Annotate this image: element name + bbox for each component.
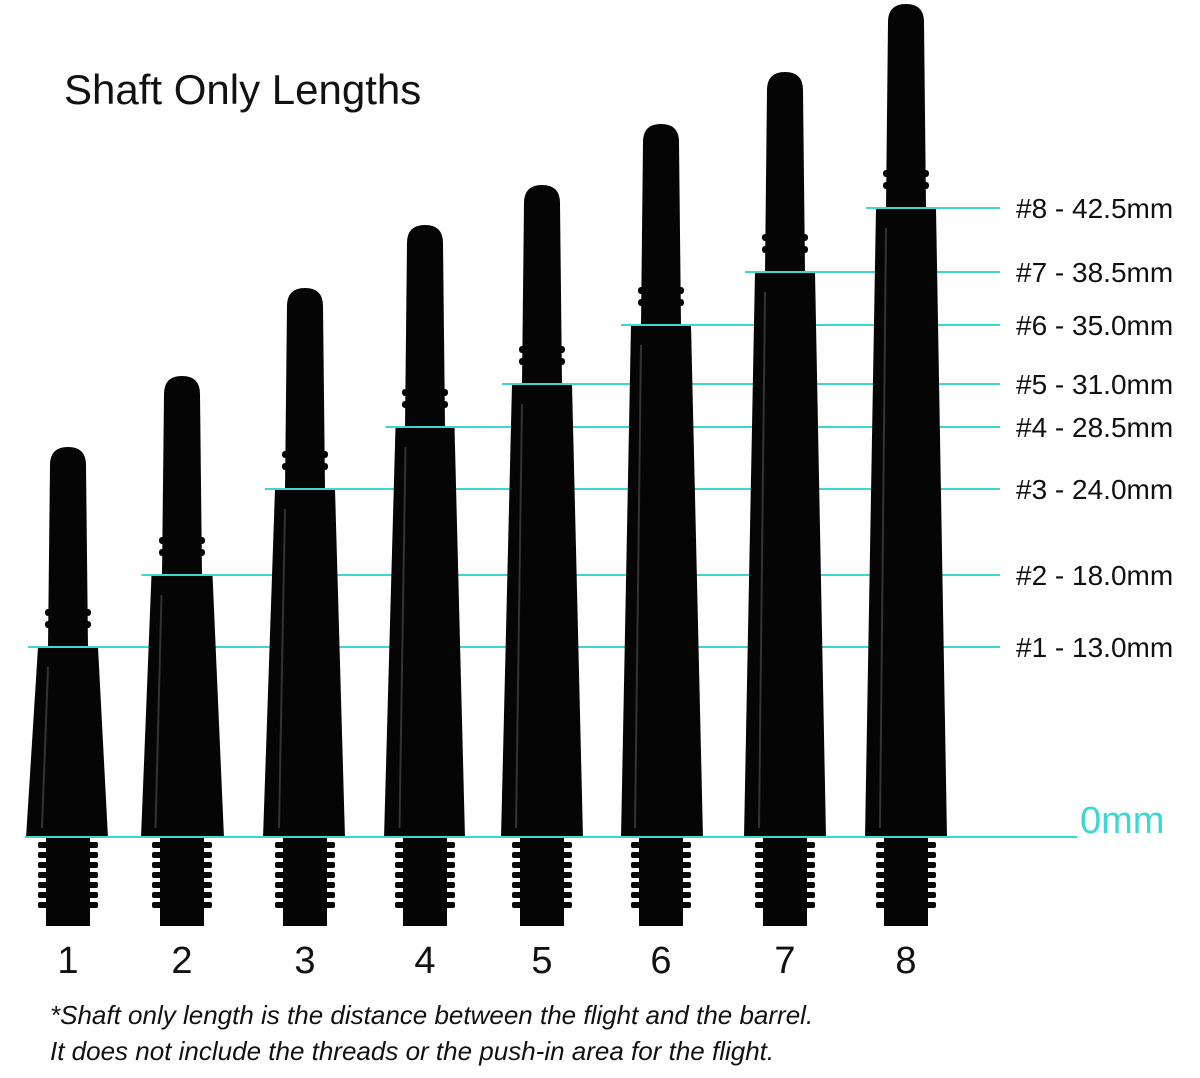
shaft-body xyxy=(865,208,947,838)
shaft-highlight xyxy=(634,344,642,829)
shaft-thread-core xyxy=(46,838,90,926)
shaft-number-label: 5 xyxy=(531,940,552,982)
shaft-ring xyxy=(883,182,929,189)
shaft-thread-core xyxy=(520,838,564,926)
shaft-number-label: 1 xyxy=(57,940,78,982)
shaft-highlight xyxy=(41,666,49,829)
shaft-number-label: 3 xyxy=(294,940,315,982)
shaft-ring xyxy=(762,234,808,241)
shaft-length-label: #2 - 18.0mm xyxy=(1016,560,1173,591)
shaft-ring xyxy=(883,170,929,177)
zero-label: 0mm xyxy=(1080,800,1164,842)
footnote-line-1: *Shaft only length is the distance betwe… xyxy=(50,1000,814,1030)
shaft-ring xyxy=(519,358,565,365)
shaft-number-label: 4 xyxy=(414,940,435,982)
shaft-thread-core xyxy=(283,838,327,926)
footnote-line-2: It does not include the threads or the p… xyxy=(50,1036,775,1066)
shaft-highlight xyxy=(398,446,407,829)
shaft-highlight xyxy=(879,227,887,829)
shaft-ring xyxy=(519,346,565,353)
shaft-body xyxy=(384,427,465,838)
shaft-highlight xyxy=(278,508,286,829)
shaft-thread-core xyxy=(160,838,204,926)
shaft-stem xyxy=(641,124,681,325)
shaft-ring xyxy=(638,299,684,306)
shaft-ring xyxy=(402,401,448,408)
shaft-stem xyxy=(162,376,202,575)
shaft-body xyxy=(501,384,583,838)
shaft-stem xyxy=(48,447,88,647)
shaft-ring xyxy=(282,451,328,458)
shaft-length-label: #6 - 35.0mm xyxy=(1016,310,1173,341)
shaft-stem xyxy=(765,72,805,272)
shaft-number-label: 7 xyxy=(774,940,795,982)
shaft-number-label: 6 xyxy=(650,940,671,982)
shaft-stem xyxy=(522,185,562,384)
shaft-length-label: #4 - 28.5mm xyxy=(1016,412,1173,443)
shaft-thread-core xyxy=(884,838,928,926)
shaft-highlight xyxy=(154,594,163,829)
shaft-ring xyxy=(282,463,328,470)
shaft-length-label: #3 - 24.0mm xyxy=(1016,474,1173,505)
shaft-ring xyxy=(45,609,91,616)
shaft-thread-core xyxy=(403,838,447,926)
shaft-thread-core xyxy=(639,838,683,926)
shaft-ring xyxy=(45,621,91,628)
shaft-number-label: 8 xyxy=(895,940,916,982)
shaft-length-label: #1 - 13.0mm xyxy=(1016,632,1173,663)
diagram-title: Shaft Only Lengths xyxy=(64,66,422,113)
shaft-stem xyxy=(886,4,926,208)
shaft-body xyxy=(26,647,108,838)
shaft-body xyxy=(621,325,703,838)
shaft-ring xyxy=(402,389,448,396)
shaft-ring xyxy=(159,537,205,544)
shaft-body xyxy=(263,489,345,838)
shaft-length-label: #8 - 42.5mm xyxy=(1016,193,1173,224)
shaft-stem xyxy=(285,288,325,489)
shaft-length-label: #7 - 38.5mm xyxy=(1016,257,1173,288)
shaft-ring xyxy=(762,246,808,253)
shaft-body xyxy=(141,575,224,838)
shaft-ring xyxy=(159,549,205,556)
shaft-number-label: 2 xyxy=(171,940,192,982)
shaft-highlight xyxy=(758,291,766,829)
shaft-stem xyxy=(405,225,445,427)
shaft-thread-core xyxy=(763,838,807,926)
shaft-body xyxy=(744,272,826,838)
shaft-length-label: #5 - 31.0mm xyxy=(1016,369,1173,400)
shaft-highlight xyxy=(515,403,523,829)
shaft-ring xyxy=(638,287,684,294)
